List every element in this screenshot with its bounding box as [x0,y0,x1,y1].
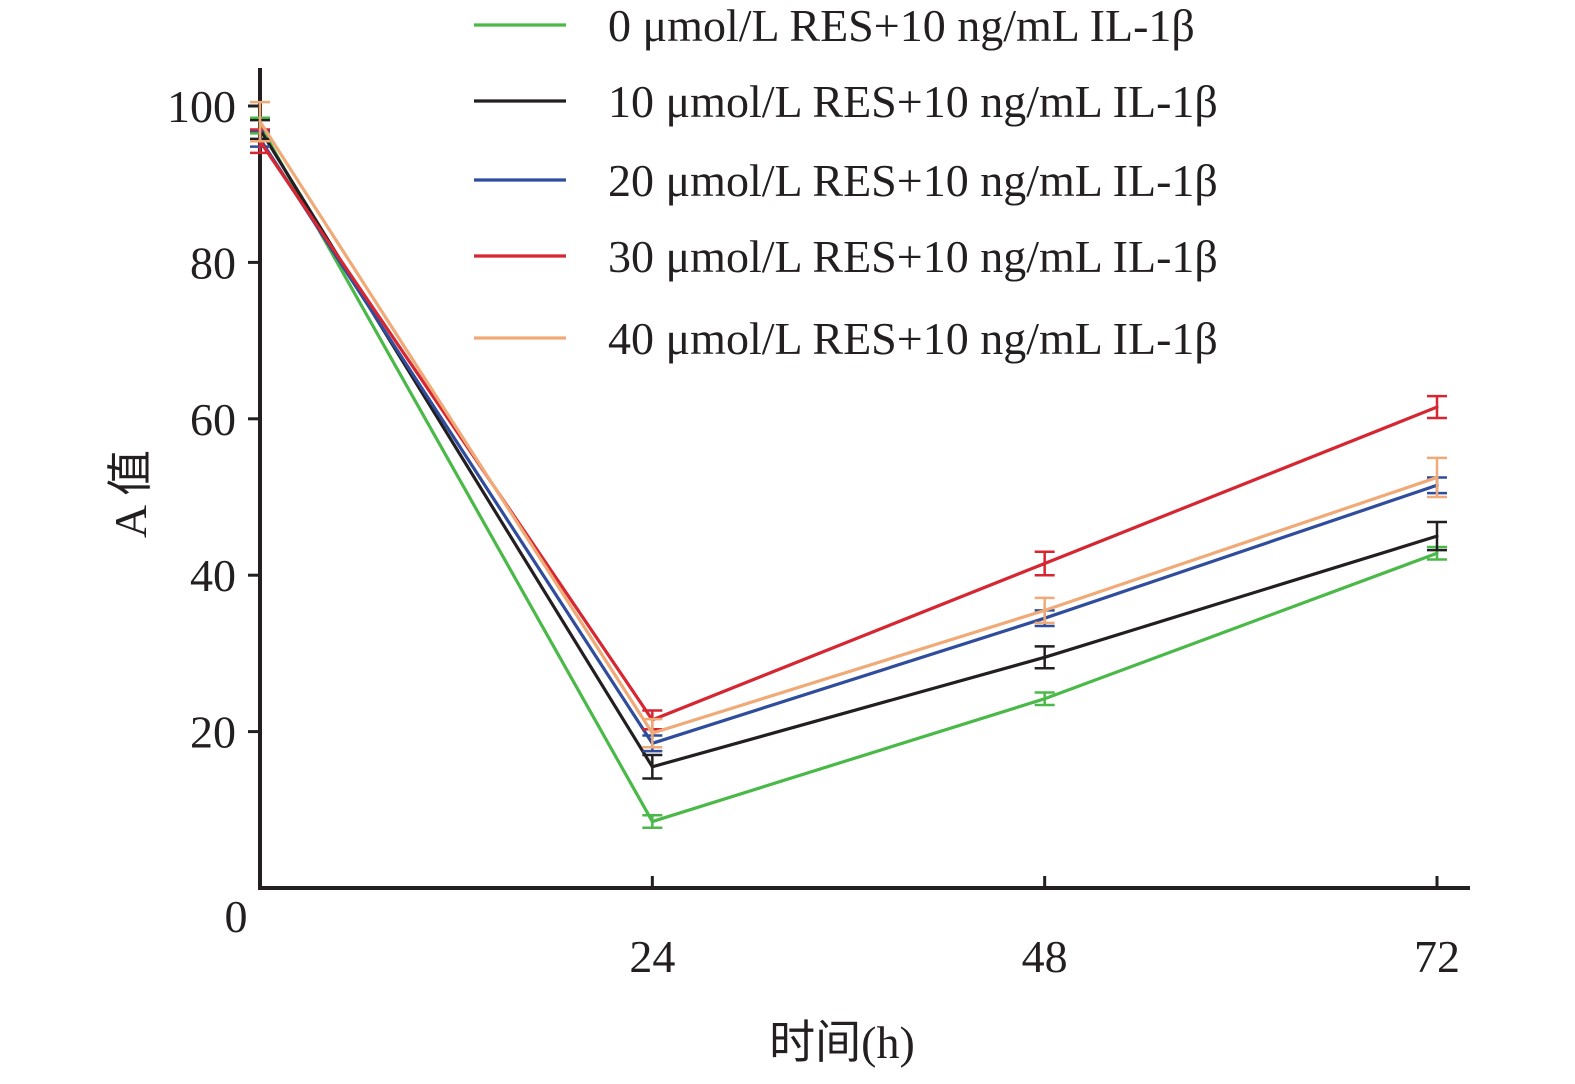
x-axis-label: 时间(h) [769,1017,915,1068]
legend-item-0: 0 μmol/L RES+10 ng/mL IL-1β [474,0,1195,51]
error-bar [642,717,663,749]
data-point [258,120,262,124]
data-point [650,819,654,824]
error-bar [642,753,663,780]
legend-label: 30 μmol/L RES+10 ng/mL IL-1β [608,231,1218,282]
series-0 [250,116,1447,830]
legend-item-2: 20 μmol/L RES+10 ng/mL IL-1β [474,155,1218,206]
series-layer [250,100,1447,830]
series-2 [250,129,1447,753]
y-tick-label: 100 [167,81,236,132]
series-line [258,128,1438,769]
data-point [1435,551,1439,555]
x-tick-label: 48 [1022,931,1068,982]
data-point [1435,405,1439,409]
origin-label: 0 [225,891,248,942]
data-point [1435,534,1439,538]
data-point [1043,561,1047,566]
legend-label: 10 μmol/L RES+10 ng/mL IL-1β [608,76,1218,127]
y-axis-label: A 值 [105,450,156,538]
axes: 20 40 60 80 100 0 24 48 72 [167,68,1470,982]
series-line [258,137,1438,746]
error-bar [1034,645,1055,670]
data-point [1043,608,1047,612]
error-bar [1427,520,1447,552]
y-tick-label: 40 [190,550,236,601]
error-bar [1427,394,1447,420]
series-line [258,120,1438,736]
legend-item-3: 30 μmol/L RES+10 ng/mL IL-1β [474,231,1218,282]
y-tick-label: 80 [190,237,236,288]
x-tick-label: 24 [629,931,675,982]
data-point [1043,697,1047,701]
error-bar [1034,596,1055,625]
data-point [1435,475,1439,480]
error-bar [1427,456,1447,499]
legend-label: 40 μmol/L RES+10 ng/mL IL-1β [608,313,1218,364]
data-point [1043,655,1047,659]
legend-label: 20 μmol/L RES+10 ng/mL IL-1β [608,155,1218,206]
series-line [258,124,1438,824]
data-point [650,731,654,735]
error-bar [642,814,663,830]
x-tick-label: 72 [1414,931,1460,982]
legend-item-1: 10 μmol/L RES+10 ng/mL IL-1β [474,76,1218,127]
legend: 0 μmol/L RES+10 ng/mL IL-1β 10 μmol/L RES… [474,0,1218,364]
error-bar [250,100,270,143]
legend-label: 0 μmol/L RES+10 ng/mL IL-1β [608,0,1195,51]
series-4 [250,100,1447,749]
series-line [258,140,1438,722]
error-bar [1034,550,1055,577]
y-tick-label: 20 [190,707,236,758]
legend-item-4: 40 μmol/L RES+10 ng/mL IL-1β [474,313,1218,364]
error-bar [1034,691,1055,707]
y-tick-label: 60 [190,394,236,445]
data-point [650,765,654,769]
